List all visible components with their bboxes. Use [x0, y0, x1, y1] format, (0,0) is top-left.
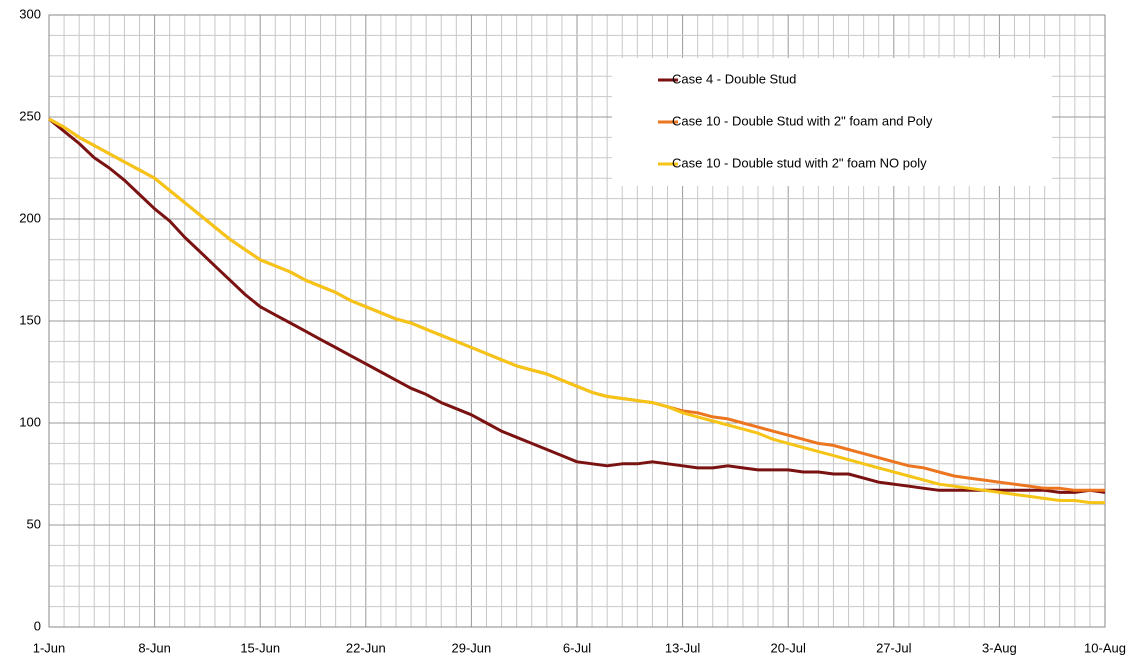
y-tick-label: 250 [19, 108, 41, 123]
legend-label: Case 4 - Double Stud [672, 71, 796, 86]
y-tick-label: 200 [19, 210, 41, 225]
x-tick-label: 20-Jul [770, 640, 806, 655]
series-line [48, 117, 1106, 494]
y-tick-label: 150 [19, 312, 41, 327]
x-tick-label: 6-Jul [563, 640, 591, 655]
x-tick-label: 13-Jul [665, 640, 701, 655]
x-tick-label: 8-Jun [138, 640, 171, 655]
y-tick-label: 100 [19, 414, 41, 429]
x-tick-label: 29-Jun [452, 640, 492, 655]
legend-label: Case 10 - Double stud with 2" foam NO po… [672, 155, 927, 170]
x-tick-label: 15-Jun [240, 640, 280, 655]
legend-box [612, 58, 1052, 186]
x-tick-label: 27-Jul [876, 640, 912, 655]
x-tick-label: 10-Aug [1084, 640, 1126, 655]
y-tick-label: 0 [34, 618, 41, 633]
plot-border [48, 14, 1106, 628]
legend-label: Case 10 - Double Stud with 2" foam and P… [672, 113, 933, 128]
series-line [48, 117, 1105, 505]
x-tick-label: 3-Aug [982, 640, 1017, 655]
y-tick-label: 50 [27, 516, 41, 531]
x-tick-label: 22-Jun [346, 640, 386, 655]
y-tick-label: 300 [19, 6, 41, 21]
x-tick-label: 1-Jun [33, 640, 66, 655]
